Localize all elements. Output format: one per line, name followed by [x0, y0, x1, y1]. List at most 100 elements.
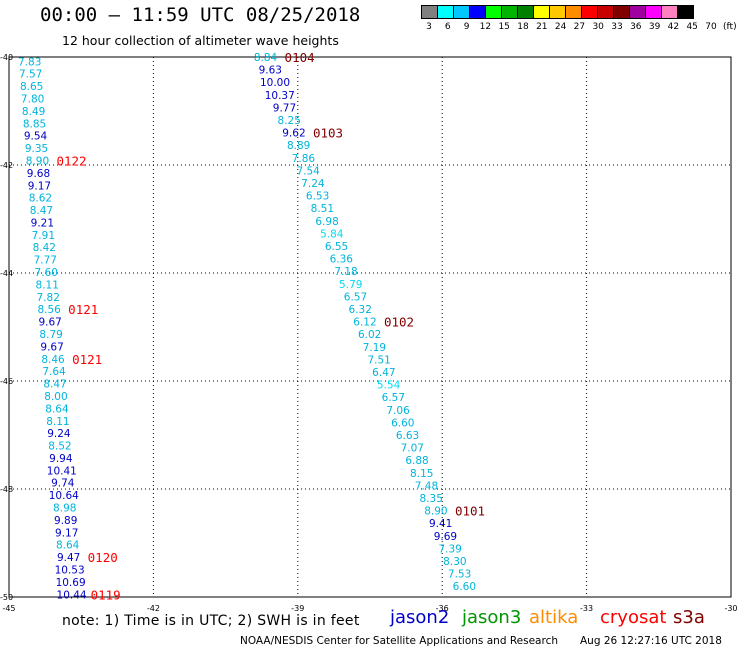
wave-height-value: 8.64: [45, 403, 69, 415]
wave-height-value: 6.53: [306, 191, 329, 203]
wave-height-value: 9.47: [57, 552, 80, 564]
color-scale-label: 27: [573, 22, 586, 32]
wave-height-value: 8.30: [443, 556, 466, 568]
color-scale-label: 9: [463, 22, 470, 32]
color-scale-labels: 3 6 9 12 15 18 21 24 27 30 33 36 39 42 45 70 (ft): [421, 22, 740, 36]
color-swatch: [421, 5, 438, 19]
wave-height-value: 8.00: [44, 391, 67, 403]
wave-height-value: 6.57: [344, 291, 367, 303]
legend-jason3: jason3: [462, 607, 522, 628]
color-scale-label: 45: [686, 22, 698, 32]
x-tick-label: -30: [724, 604, 737, 613]
wave-height-value: 9.41: [429, 518, 452, 530]
color-swatch: [437, 5, 454, 19]
wave-height-value: 9.67: [38, 317, 61, 329]
time-label: 0121: [72, 352, 102, 367]
color-scale-label: 33: [611, 22, 623, 32]
color-scale-label: 6: [444, 22, 451, 32]
wave-height-value: 6.02: [358, 329, 381, 341]
wave-height-value: 7.86: [292, 153, 316, 165]
legend-s3a: s3a: [673, 607, 705, 628]
x-tick-label: -33: [580, 604, 593, 613]
wave-height-value: 8.47: [30, 205, 53, 217]
color-swatch: [501, 5, 518, 19]
wave-height-value: 6.12: [353, 317, 376, 329]
wave-height-value: 6.98: [315, 216, 338, 228]
color-swatch: [533, 5, 550, 19]
color-scale-label: 36: [630, 22, 642, 32]
wave-height-value: 8.90: [26, 155, 49, 167]
wave-height-value: 6.47: [372, 367, 395, 379]
wave-height-value: 9.94: [49, 453, 73, 465]
time-label: 0103: [313, 126, 343, 141]
footer-timestamp: Aug 26 12:27:16 UTC 2018: [580, 635, 722, 647]
wave-height-value: 8.11: [36, 279, 59, 291]
color-swatch: [677, 5, 694, 19]
wave-height-value: 8.65: [20, 81, 43, 93]
color-swatch: [565, 5, 582, 19]
time-label: 0119: [91, 587, 121, 602]
wave-height-value: 6.55: [325, 241, 348, 253]
wave-height-value: 7.24: [301, 178, 325, 190]
time-label: 0120: [88, 550, 118, 565]
wave-height-value: 8.62: [29, 193, 52, 205]
color-scale-label: 21: [536, 22, 548, 32]
color-scale-label: 18: [517, 22, 529, 32]
track-1: 7.837.578.657.808.498.859.549.358.909.68…: [18, 56, 121, 602]
wave-height-value: 8.15: [410, 468, 433, 480]
wave-height-value: 7.83: [18, 56, 41, 68]
track-2: 8.849.6310.0010.379.778.259.628.897.867.…: [254, 50, 485, 593]
wave-height-value: 6.32: [349, 304, 372, 316]
wave-height-value: 8.51: [311, 203, 334, 215]
color-swatch: [597, 5, 614, 19]
wave-height-value: 9.67: [40, 341, 63, 353]
wave-height-value: 10.69: [56, 577, 86, 589]
grid: [9, 57, 731, 597]
x-tick-label: -45: [2, 604, 15, 613]
wave-height-value: 5.79: [339, 279, 362, 291]
color-swatch: [517, 5, 534, 19]
wave-height-value: 9.77: [273, 102, 296, 114]
color-scale-label: 39: [648, 22, 661, 32]
wave-height-value: 9.35: [25, 143, 48, 155]
wave-height-value: 8.56: [37, 304, 61, 316]
wave-height-value: 7.80: [21, 94, 44, 106]
wave-height-value: 9.24: [47, 428, 71, 440]
wave-height-value: 9.54: [24, 131, 48, 143]
wave-height-value: 8.98: [53, 503, 76, 515]
wave-height-value: 7.53: [448, 569, 471, 581]
x-tick-label: -39: [291, 604, 304, 613]
y-tick-label: -46: [0, 377, 13, 386]
wave-height-value: 8.42: [33, 242, 56, 254]
wave-height-value: 7.07: [401, 443, 424, 455]
y-tick-label: -48: [0, 485, 13, 494]
wave-height-value: 10.37: [265, 90, 295, 102]
time-label: 0121: [68, 302, 98, 317]
axis-ticks: -45 -42 -39 -36 -33 -30 -40 -42 -44 -46 -48 -50: [0, 53, 738, 613]
wave-height-value: 9.74: [51, 478, 75, 490]
wave-height-value: 7.19: [363, 342, 386, 354]
color-scale-bar: [421, 5, 694, 19]
wave-height-value: 8.79: [39, 329, 62, 341]
wave-height-value: 8.46: [41, 354, 65, 366]
wave-height-value: 8.84: [254, 52, 278, 64]
wave-height-value: 10.00: [260, 77, 290, 89]
wave-height-value: 7.82: [37, 292, 60, 304]
wave-height-value: 7.18: [334, 266, 357, 278]
footer-credit: NOAA/NESDIS Center for Satellite Applica…: [240, 635, 558, 647]
wave-height-value: 5.54: [377, 380, 401, 392]
color-swatch: [549, 5, 566, 19]
time-label: 0104: [285, 50, 315, 65]
wave-height-value: 7.06: [386, 405, 410, 417]
color-swatch: [485, 5, 502, 19]
wave-height-value: 10.64: [49, 490, 79, 502]
wave-height-value: 7.39: [438, 543, 461, 555]
y-tick-label: -42: [0, 161, 13, 170]
time-label: 0102: [384, 315, 414, 330]
wave-height-value: 9.68: [27, 168, 50, 180]
y-tick-label: -40: [0, 53, 13, 62]
color-swatch: [613, 5, 630, 19]
time-label: 0101: [455, 504, 485, 519]
wave-height-value: 7.54: [296, 165, 320, 177]
